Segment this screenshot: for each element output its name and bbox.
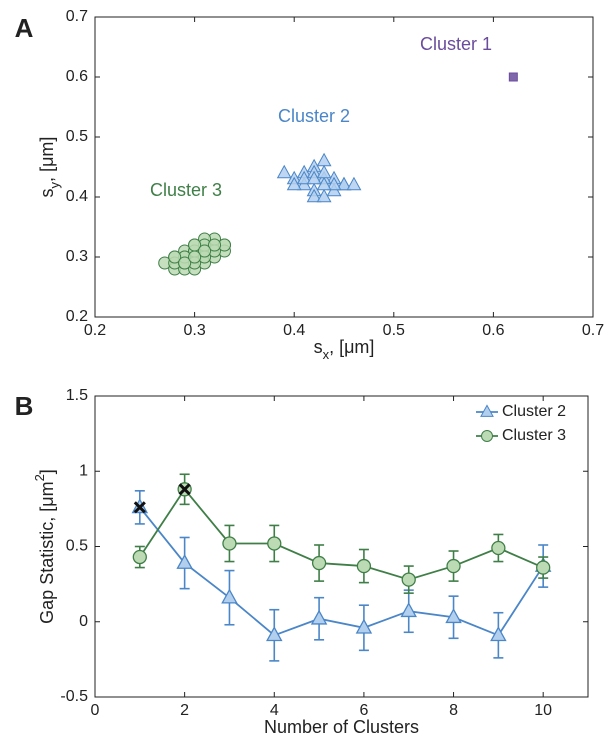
y-axis-label: sy, [μm] (37, 137, 62, 198)
y-axis-label-sub: y (47, 181, 62, 188)
marker (198, 244, 212, 258)
x-stroke (178, 483, 191, 496)
x-axis-label: sx, [μm] (314, 337, 375, 362)
y-tick-label: 0.4 (66, 188, 88, 205)
cluster-label: Cluster 3 (150, 180, 222, 200)
x-tick-label: 2 (180, 702, 189, 719)
y-tick-label: 0.5 (66, 538, 88, 555)
x-axis-label: Number of Clusters (264, 717, 419, 737)
y-tick-label: -0.5 (60, 688, 88, 705)
y-tick-label: 0.7 (66, 8, 88, 25)
legend-label: Cluster 3 (502, 427, 566, 444)
marker (326, 176, 342, 191)
y-tick-label: 0.6 (66, 68, 88, 85)
marker (188, 250, 202, 264)
cluster-label: Cluster 2 (278, 106, 350, 126)
x-tick-label: 0.3 (183, 322, 205, 339)
x-tick-label: 4 (270, 702, 279, 719)
marker (400, 602, 417, 618)
marker (491, 540, 506, 556)
marker (267, 536, 282, 551)
marker (208, 238, 222, 252)
x-stroke (133, 501, 146, 514)
panel-label: B (15, 391, 34, 421)
marker (316, 188, 332, 203)
y-tick-label: 1.5 (66, 387, 88, 404)
marker (445, 608, 462, 624)
x-axis-label-text: s (314, 337, 323, 357)
x-tick-label: 0.4 (283, 322, 305, 339)
marker (310, 609, 328, 625)
marker (266, 626, 283, 642)
x-tick-label: 0 (91, 702, 100, 719)
x-tick-label: 0.5 (383, 322, 405, 339)
y-axis-label: Gap Statistic, [μm2] (32, 469, 57, 624)
optimal-marker (178, 483, 191, 496)
axes-frame (94, 16, 594, 318)
marker (306, 188, 322, 203)
marker (401, 572, 416, 587)
marker (221, 588, 238, 604)
marker (316, 152, 332, 167)
marker (311, 555, 327, 571)
x-tick-label: 6 (359, 702, 368, 719)
marker (355, 618, 373, 634)
x-tick-label: 10 (534, 702, 552, 719)
marker (132, 549, 147, 565)
marker (178, 256, 192, 270)
marker (276, 164, 292, 179)
legend-marker (481, 430, 493, 442)
x-axis-label-sub: x (323, 347, 330, 362)
marker (316, 164, 332, 179)
marker (176, 553, 193, 569)
x-tick-label: 0.6 (482, 322, 504, 339)
y-axis-label-text: s (37, 188, 57, 197)
y-axis-label-rest: , [μm] (37, 137, 57, 182)
x-axis-label-rest: , [μm] (329, 337, 374, 357)
series-line (139, 506, 544, 637)
y-axis-label-sup: 2 (32, 474, 47, 481)
marker (336, 176, 352, 191)
optimal-marker (133, 501, 146, 514)
x-tick-label: 0.7 (582, 322, 604, 339)
legend-label: Cluster 2 (502, 403, 566, 420)
marker (306, 170, 322, 185)
x-tick-label: 0.2 (84, 322, 106, 339)
panel-label: A (15, 13, 34, 43)
legend-marker (480, 404, 494, 417)
marker (446, 558, 461, 574)
marker (356, 558, 372, 574)
y-axis-label-rest: ] (37, 469, 57, 474)
y-tick-label: 0.3 (66, 248, 88, 265)
y-tick-label: 0.5 (66, 128, 88, 145)
marker (168, 250, 182, 264)
y-axis-label-text: Gap Statistic, [μm (37, 481, 57, 623)
cluster-label: Cluster 1 (420, 34, 492, 54)
x-tick-label: 8 (449, 702, 458, 719)
y-tick-label: 0.2 (66, 308, 88, 325)
marker (490, 626, 507, 642)
marker (536, 560, 551, 575)
y-tick-label: 1 (79, 462, 88, 479)
y-tick-label: 0 (79, 613, 88, 630)
series-line (139, 487, 544, 581)
marker (508, 72, 518, 82)
marker (346, 176, 362, 191)
marker (222, 536, 237, 551)
